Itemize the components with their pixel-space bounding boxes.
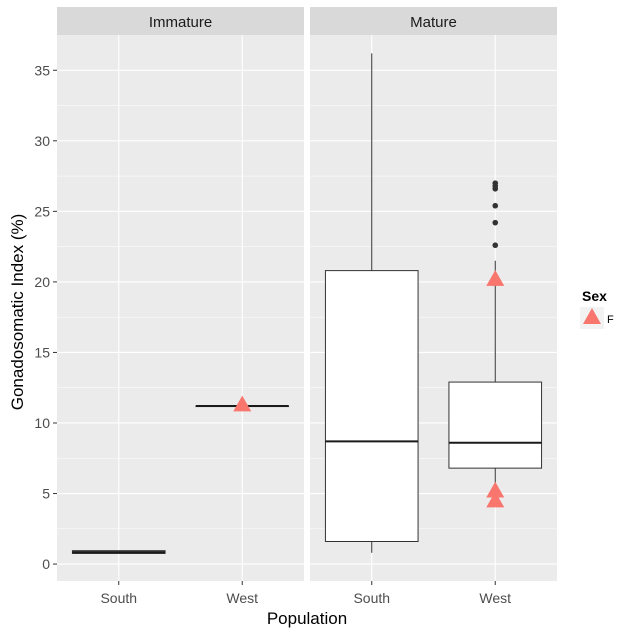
x-axis-title: Population — [267, 609, 347, 628]
facet-mature: Mature South West — [310, 7, 557, 606]
outlier-point — [492, 242, 499, 249]
facet-immature: Immature South West — [57, 7, 304, 606]
y-axis: 0 5 10 15 20 25 30 35 — [34, 62, 57, 572]
y-tick-label: 5 — [42, 486, 50, 502]
data-point-triangle — [233, 395, 252, 412]
facet-strip — [310, 7, 557, 35]
facet-strip — [57, 7, 304, 35]
y-tick-label: 30 — [34, 133, 50, 149]
y-tick-label: 0 — [42, 556, 50, 572]
data-point-triangle — [486, 491, 505, 508]
y-tick-label: 20 — [34, 274, 50, 290]
outlier-point — [492, 219, 499, 226]
y-tick-label: 35 — [34, 62, 50, 78]
data-point-triangle — [486, 481, 505, 498]
box-iqr — [448, 381, 543, 469]
panel-background — [57, 35, 304, 581]
outlier-point — [492, 180, 499, 186]
facet-panels: Immature South West Mature South West — [57, 7, 557, 606]
box-immature-south — [71, 550, 166, 554]
outlier-point — [492, 202, 499, 209]
facet-strip-label: Mature — [410, 14, 457, 31]
y-tick-label: 10 — [34, 415, 50, 431]
x-tick-label: South — [100, 590, 137, 606]
legend-key-triangle-icon — [583, 308, 601, 324]
y-tick-label: 25 — [34, 203, 50, 219]
box-iqr — [324, 270, 419, 542]
x-tick-label: South — [353, 590, 390, 606]
legend: Sex F — [580, 288, 614, 329]
box-mature-south — [324, 53, 419, 553]
box-mature-west — [448, 180, 543, 497]
y-tick-label: 15 — [34, 344, 50, 360]
legend-label-f: F — [607, 314, 614, 326]
legend-title: Sex — [582, 288, 607, 304]
facet-strip-label: Immature — [149, 14, 212, 31]
x-tick-label: West — [226, 590, 258, 606]
data-point-triangle — [486, 270, 505, 286]
x-tick-label: West — [479, 590, 511, 606]
y-axis-title: Gonadosomatic Index (%) — [8, 214, 27, 411]
